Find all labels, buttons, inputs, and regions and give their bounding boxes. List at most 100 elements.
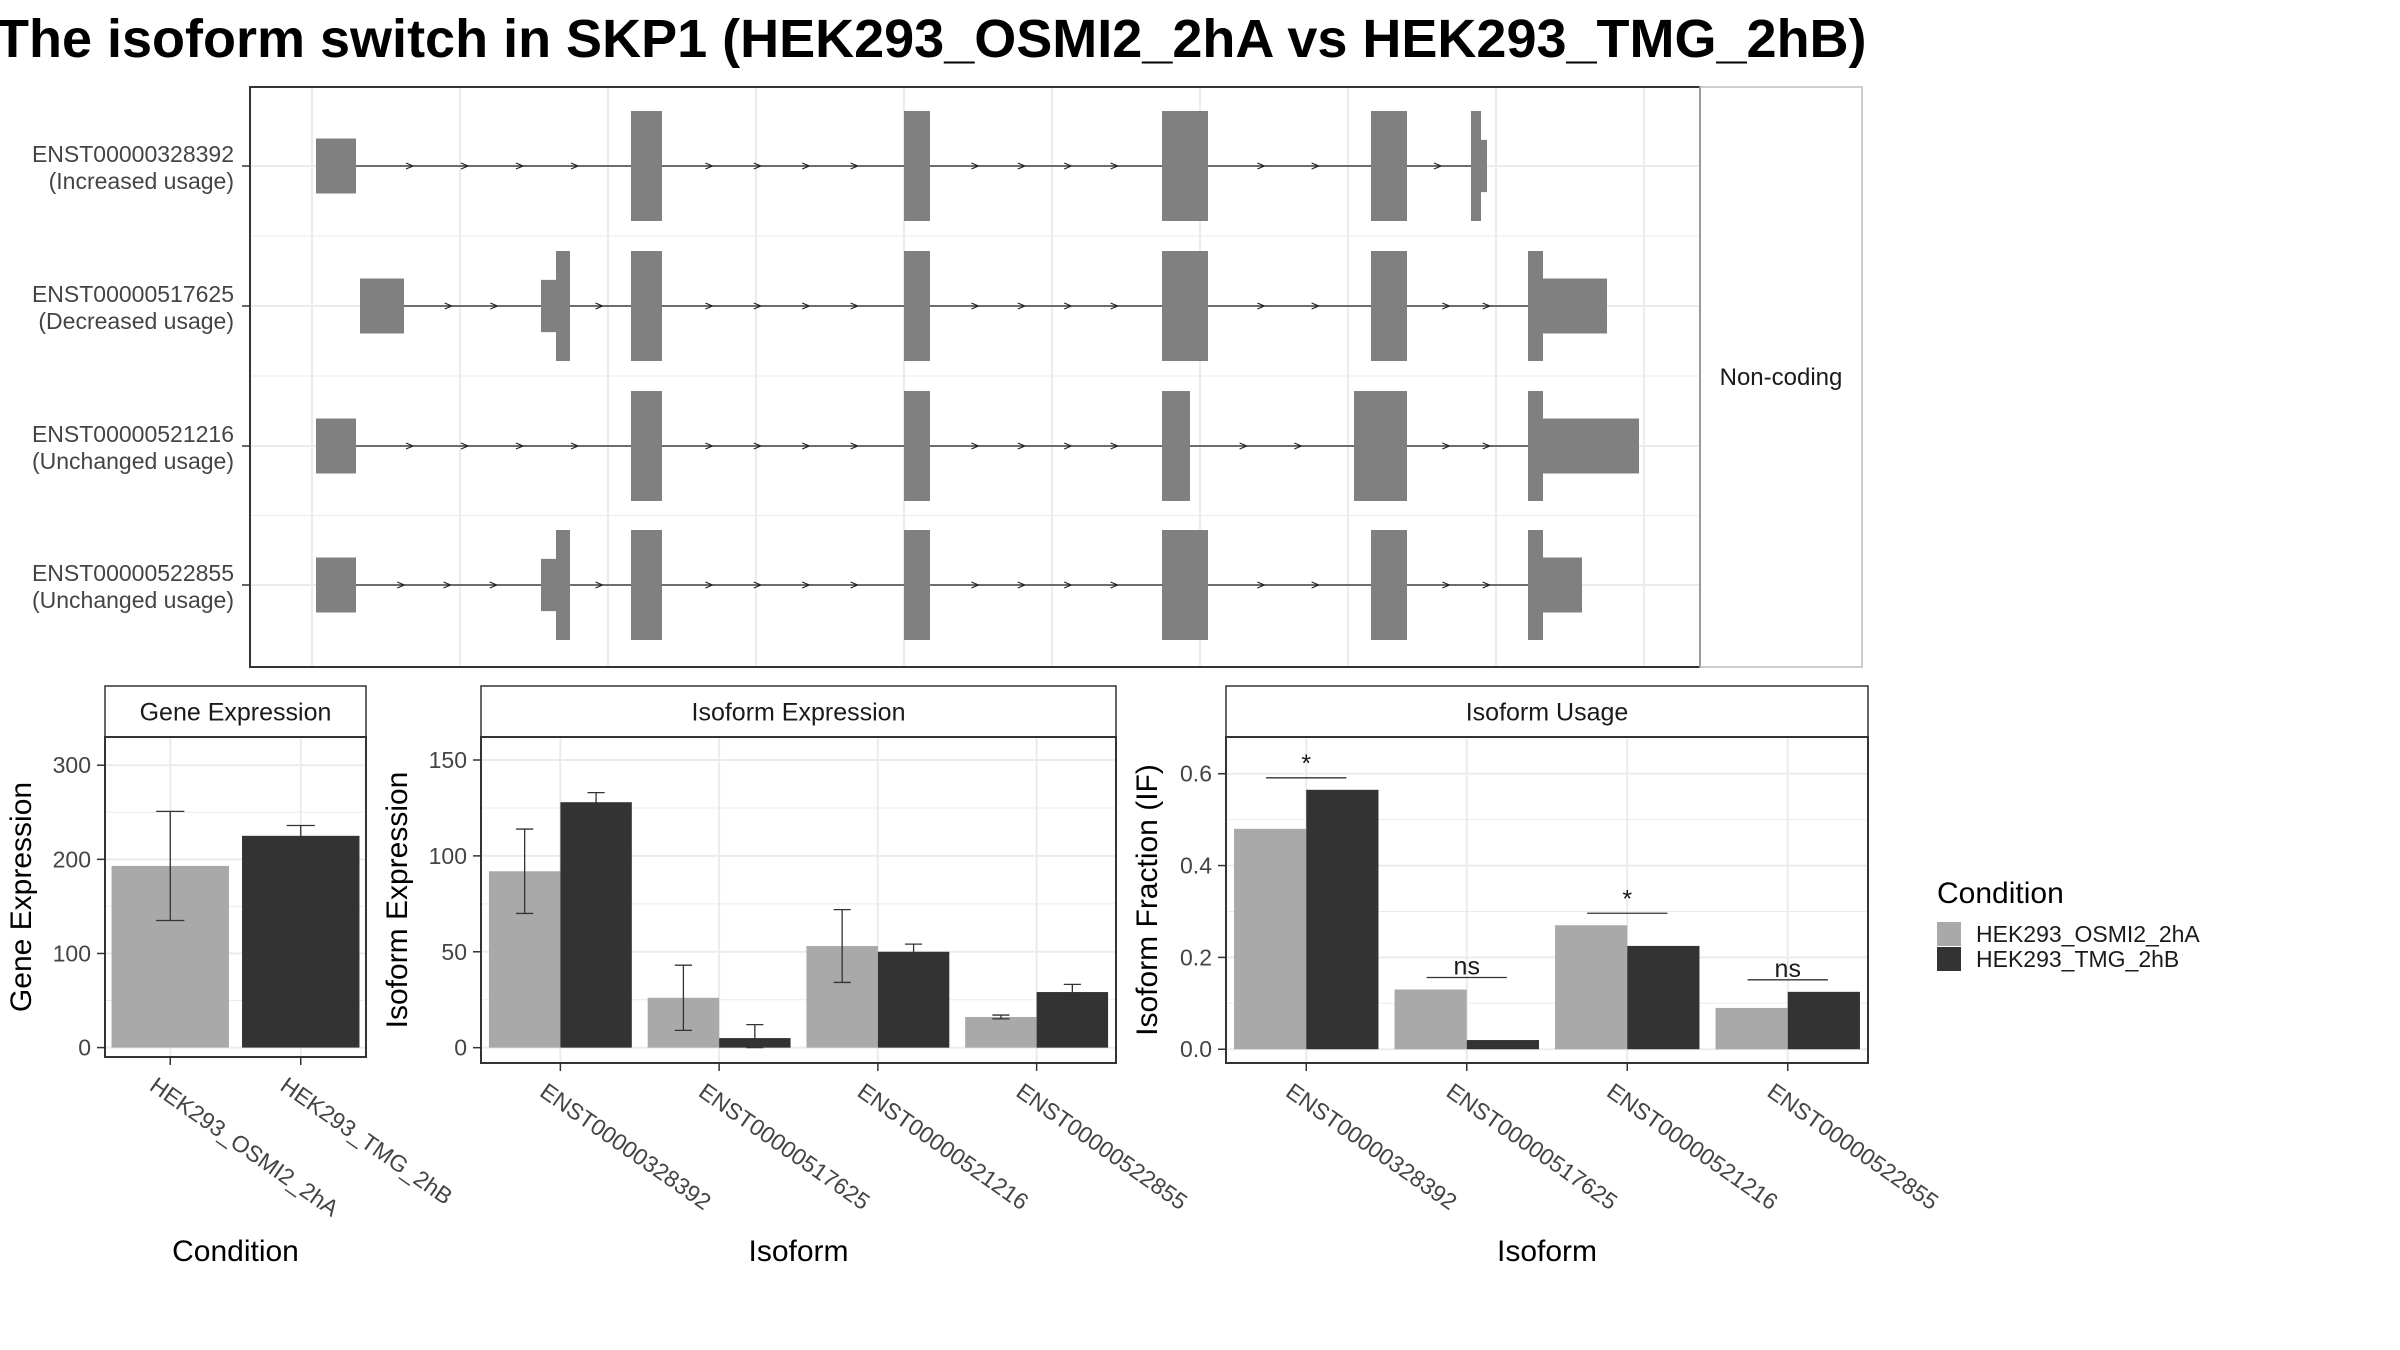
exon-block: [631, 391, 662, 501]
significance-label: ns: [1775, 955, 1801, 983]
intron-direction-arrow: [405, 442, 415, 450]
intron-direction-arrow: [850, 581, 860, 589]
x-axis-title: Isoform: [1497, 1235, 1597, 1268]
x-tick-label: ENST00000328392: [1281, 1078, 1461, 1215]
intron-direction-arrow: [444, 302, 454, 310]
intron-direction-arrow: [1063, 302, 1073, 310]
exon-block: [1481, 139, 1487, 193]
bar: [1234, 828, 1307, 1050]
x-tick-label: ENST00000522855: [1763, 1078, 1943, 1215]
bar: [965, 1016, 1037, 1048]
intron-direction-arrow: [515, 442, 525, 450]
exon-block: [904, 391, 930, 501]
exon-block: [1354, 391, 1407, 501]
intron-direction-arrow: [1110, 442, 1120, 450]
x-tick-label: ENST00000522855: [1012, 1078, 1192, 1215]
intron-direction-arrow: [753, 442, 763, 450]
exon-block: [556, 251, 570, 361]
panel-title-strip: [104, 685, 367, 738]
figure-title: The isoform switch in SKP1 (HEK293_OSMI2…: [0, 9, 1867, 69]
intron-direction-arrow: [1257, 302, 1266, 310]
exon-block: [904, 251, 930, 361]
exon-block: [1528, 530, 1543, 640]
intron-direction-arrow: [1482, 442, 1492, 450]
exon-block: [1162, 391, 1190, 501]
intron-direction-arrow: [1257, 581, 1266, 589]
y-tick-label: 200: [53, 846, 91, 872]
intron-direction-arrow: [801, 302, 811, 310]
exon-block: [1528, 251, 1543, 361]
transcript-usage-label: (Unchanged usage): [32, 448, 234, 474]
y-tick-label: 0: [78, 1035, 91, 1061]
intron-direction-arrow: [1433, 162, 1443, 170]
intron-direction-arrow: [971, 442, 980, 450]
y-tick-label: 100: [53, 940, 91, 966]
intron-direction-arrow: [570, 442, 580, 450]
intron-direction-arrow: [595, 581, 605, 589]
exon-block: [1162, 251, 1208, 361]
intron-direction-arrow: [489, 581, 499, 589]
bar: [242, 835, 360, 1048]
intron-direction-arrow: [490, 302, 499, 310]
exon-block: [631, 251, 662, 361]
exon-block: [631, 530, 662, 640]
x-axis-title: Isoform: [748, 1235, 848, 1268]
exon-block: [556, 530, 570, 640]
plot-border: [1225, 736, 1869, 1064]
exon-block: [316, 418, 356, 474]
bar: [1466, 1040, 1539, 1050]
y-tick-label: 150: [429, 747, 467, 773]
transcript-id-label: ENST00000517625: [32, 281, 234, 307]
significance-label: *: [1301, 750, 1311, 778]
exon-block: [1471, 111, 1481, 221]
structure-panel-background: [250, 87, 1700, 667]
isoform-expression-panel: Isoform Expression 0 50 100 150 ENST000003283…: [381, 685, 1192, 1268]
legend-swatch: [1937, 922, 1961, 946]
isoform-usage-panel: Isoform Usage * ns * ns 0.0 0.2 0.4 0.6 ENST00000…: [1131, 685, 1943, 1268]
intron-direction-arrow: [1063, 581, 1073, 589]
coding-strip: [1699, 86, 1863, 668]
x-tick-label: ENST00000521216: [853, 1078, 1033, 1215]
exon-block: [541, 558, 556, 612]
coding-status-label: Non-coding: [1720, 364, 1843, 391]
intron-direction-arrow: [1482, 581, 1492, 589]
intron-direction-arrow: [1017, 302, 1027, 310]
y-tick-label: 0.6: [1180, 761, 1212, 787]
x-tick-label: ENST00000328392: [536, 1078, 716, 1215]
exon-block: [1543, 418, 1639, 474]
legend-label: HEK293_TMG_2hB: [1976, 946, 2179, 972]
x-tick-label: ENST00000521216: [1602, 1078, 1782, 1215]
legend-swatch: [1937, 947, 1961, 971]
intron-direction-arrow: [1311, 162, 1321, 170]
bar: [1627, 945, 1700, 1050]
intron-direction-arrow: [1442, 442, 1451, 450]
transcript-usage-label: (Decreased usage): [38, 308, 234, 334]
exon-block: [631, 111, 662, 221]
y-axis-title: Gene Expression: [5, 782, 38, 1012]
intron-direction-arrow: [1239, 442, 1249, 450]
significance-label: *: [1622, 885, 1632, 913]
intron-direction-arrow: [705, 442, 714, 450]
intron-direction-arrow: [1110, 302, 1120, 310]
bar: [877, 951, 950, 1048]
y-axis-title: Isoform Expression: [381, 772, 414, 1029]
intron-direction-arrow: [1017, 581, 1027, 589]
transcript-usage-label: (Unchanged usage): [32, 587, 234, 613]
bar: [1787, 991, 1860, 1050]
bar: [1394, 989, 1467, 1050]
exon-block: [1371, 251, 1407, 361]
intron-direction-arrow: [850, 442, 860, 450]
panel-title: Isoform Usage: [1466, 699, 1629, 727]
intron-direction-arrow: [705, 581, 714, 589]
intron-direction-arrow: [753, 302, 763, 310]
transcript-id-label: ENST00000328392: [32, 141, 234, 167]
exon-block: [316, 138, 356, 194]
y-tick-label: 300: [53, 752, 91, 778]
intron-direction-arrow: [1257, 162, 1266, 170]
exon-block: [1162, 530, 1208, 640]
intron-direction-arrow: [971, 162, 980, 170]
transcript-id-label: ENST00000521216: [32, 421, 234, 447]
intron-direction-arrow: [801, 581, 811, 589]
intron-direction-arrow: [460, 442, 470, 450]
